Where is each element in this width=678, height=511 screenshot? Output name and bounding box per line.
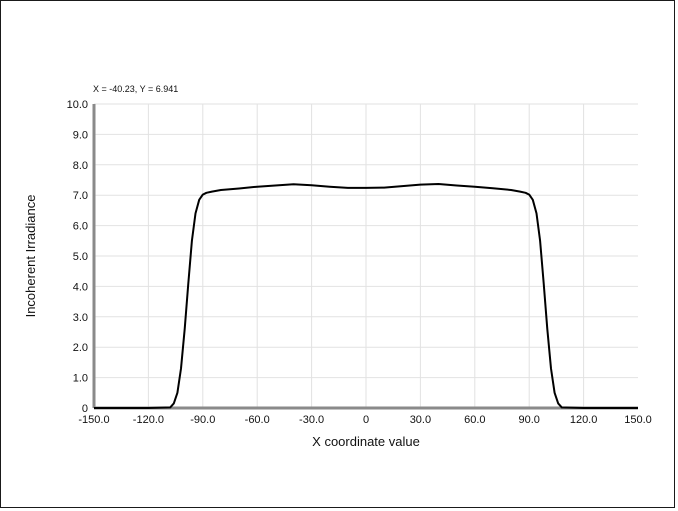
- x-tick-label: 150.0: [624, 414, 652, 426]
- y-tick-label: 10.0: [67, 99, 88, 111]
- grid-lines: [94, 103, 638, 408]
- y-tick-label: 5.0: [73, 251, 88, 263]
- y-tick-label: 1.0: [73, 373, 88, 385]
- x-tick-label: 120.0: [570, 414, 598, 426]
- y-tick-label: 6.0: [73, 221, 88, 233]
- x-tick-label: 60.0: [464, 414, 485, 426]
- series-layer: [94, 183, 638, 409]
- x-tick-label: 90.0: [518, 414, 539, 426]
- x-tick-label: -150.0: [78, 414, 109, 426]
- y-axis-label: Incoherent Irradiance: [23, 195, 38, 318]
- x-axis-label: X coordinate value: [312, 434, 420, 449]
- y-tick-label: 0: [82, 403, 88, 415]
- irradiance-series-line: [94, 183, 638, 409]
- cursor-coordinate-readout: X = -40.23, Y = 6.941: [93, 84, 179, 94]
- x-tick-label: -120.0: [133, 414, 164, 426]
- x-tick-label: -30.0: [299, 414, 324, 426]
- x-tick-label: -60.0: [245, 414, 270, 426]
- y-tick-label: 8.0: [73, 160, 88, 172]
- axes: [92, 104, 638, 410]
- y-tick-label: 3.0: [73, 312, 88, 324]
- y-tick-label: 7.0: [73, 190, 88, 202]
- x-tick-label: 30.0: [410, 414, 431, 426]
- tick-labels: -150.0 -120.0 -90.0 -60.0 -30.0 0 30.0 60.0 90.0…: [67, 99, 652, 426]
- y-tick-label: 2.0: [73, 342, 88, 354]
- x-tick-label: -90.0: [190, 414, 215, 426]
- x-tick-label: 0: [363, 414, 369, 426]
- y-tick-label: 4.0: [73, 281, 88, 293]
- y-tick-label: 9.0: [73, 129, 88, 141]
